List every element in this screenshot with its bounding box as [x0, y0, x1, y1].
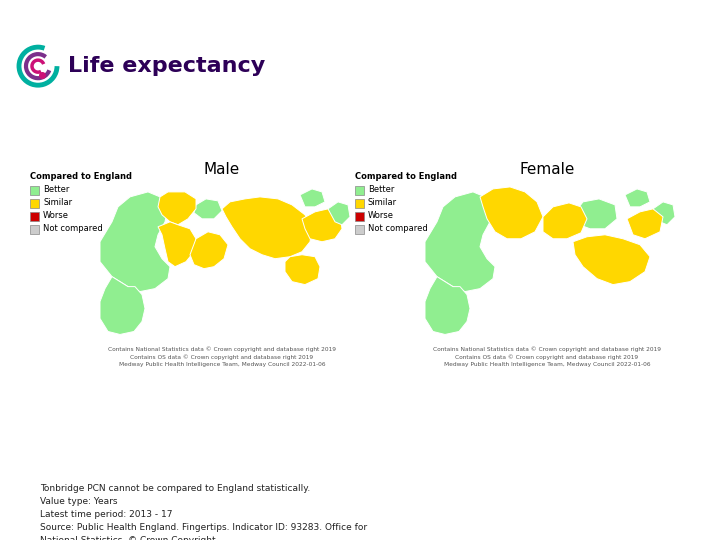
Bar: [30, 212, 39, 221]
Text: Life expectancy: Life expectancy: [68, 56, 265, 76]
Polygon shape: [190, 232, 228, 269]
Text: Tonbridge PCN cannot be compared to England statistically.
Value type: Years
Lat: Tonbridge PCN cannot be compared to Engl…: [40, 484, 366, 540]
Polygon shape: [573, 235, 650, 285]
Text: Female: Female: [519, 162, 575, 177]
Polygon shape: [543, 203, 587, 239]
Bar: [355, 212, 364, 221]
Polygon shape: [194, 199, 222, 219]
Text: 23: 23: [10, 13, 27, 26]
Polygon shape: [425, 276, 470, 334]
Polygon shape: [100, 192, 170, 292]
Polygon shape: [222, 197, 312, 259]
Polygon shape: [573, 199, 617, 229]
Text: Better: Better: [368, 185, 395, 194]
Text: Compared to England: Compared to England: [30, 172, 132, 181]
Polygon shape: [328, 202, 350, 225]
Polygon shape: [158, 222, 196, 267]
Text: Similar: Similar: [368, 198, 397, 207]
Polygon shape: [653, 202, 675, 225]
Polygon shape: [158, 192, 196, 225]
Text: Not compared: Not compared: [43, 224, 103, 233]
Polygon shape: [100, 276, 145, 334]
Bar: [30, 186, 39, 195]
Bar: [30, 199, 39, 208]
Text: Similar: Similar: [43, 198, 72, 207]
Polygon shape: [627, 209, 663, 239]
Text: Contains National Statistics data © Crown copyright and database right 2019
Cont: Contains National Statistics data © Crow…: [108, 347, 336, 367]
Text: Male: Male: [204, 162, 240, 177]
Text: Not compared: Not compared: [368, 224, 428, 233]
Polygon shape: [248, 209, 270, 229]
Polygon shape: [425, 192, 495, 292]
Polygon shape: [480, 187, 543, 239]
Bar: [30, 225, 39, 234]
Text: Worse: Worse: [43, 211, 69, 220]
Bar: [355, 199, 364, 208]
Bar: [355, 186, 364, 195]
Polygon shape: [302, 209, 342, 242]
Text: Compared to England: Compared to England: [355, 172, 457, 181]
Polygon shape: [625, 189, 650, 207]
Text: Worse: Worse: [368, 211, 394, 220]
Polygon shape: [285, 255, 320, 285]
Polygon shape: [300, 189, 325, 207]
Text: Better: Better: [43, 185, 69, 194]
Text: Contains National Statistics data © Crown copyright and database right 2019
Cont: Contains National Statistics data © Crow…: [433, 347, 661, 367]
Bar: [355, 225, 364, 234]
